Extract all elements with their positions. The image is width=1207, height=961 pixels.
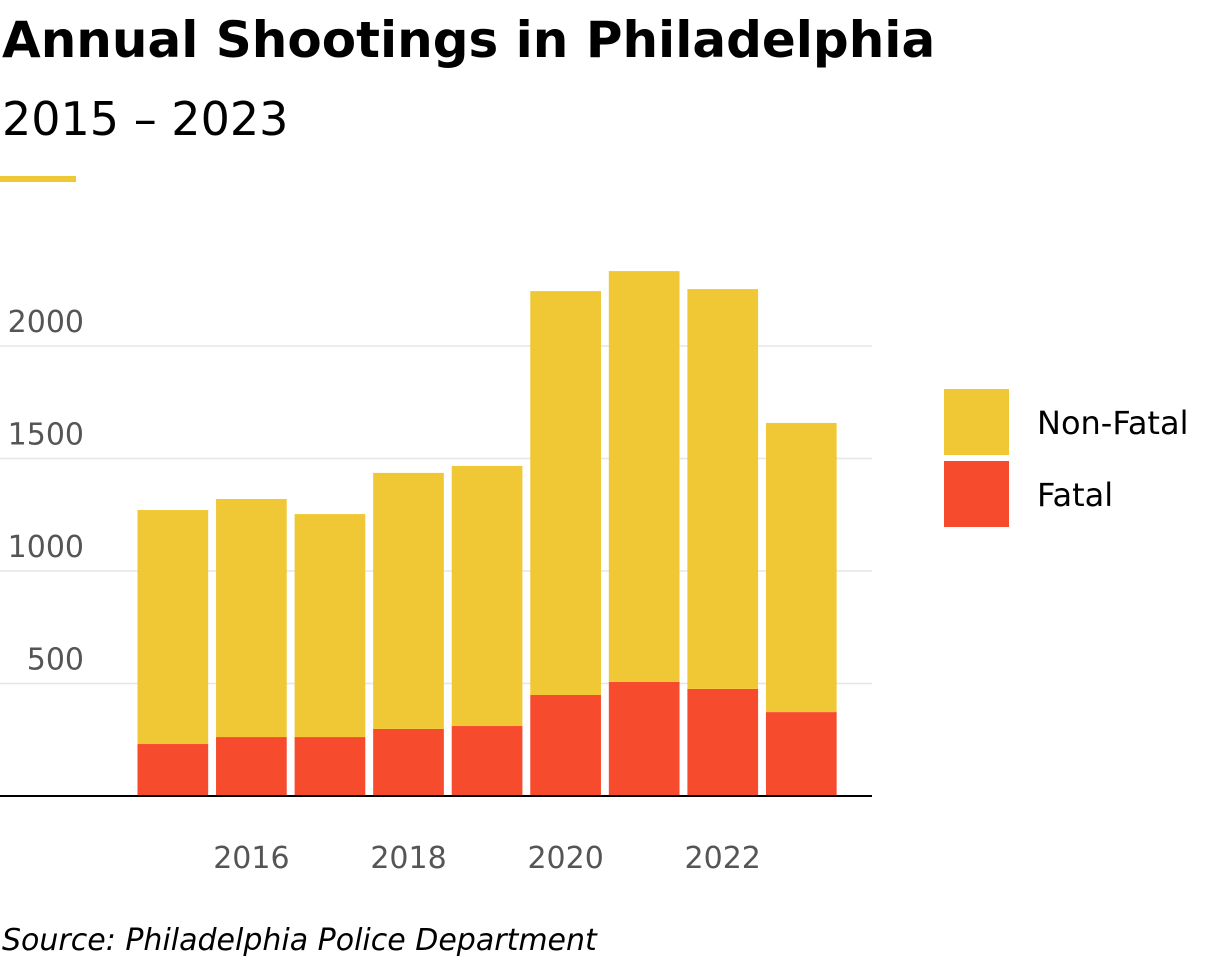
y-tick-label: 1000 <box>8 530 84 565</box>
bar-segment <box>137 744 209 796</box>
x-tick-label: 2022 <box>685 841 761 876</box>
bar-segment <box>373 728 444 796</box>
bar-segment <box>530 291 601 695</box>
legend-label: Non-Fatal <box>1037 404 1188 442</box>
x-tick-label: 2018 <box>370 841 446 876</box>
x-tick-label: 2020 <box>527 841 603 876</box>
bar-segment <box>687 688 759 796</box>
chart-subtitle: 2015 – 2023 <box>2 92 288 146</box>
bar-segment <box>294 514 366 738</box>
bar-segment <box>216 737 287 796</box>
legend-label: Fatal <box>1037 476 1113 514</box>
accent-rule <box>0 176 76 182</box>
y-tick-label: 2000 <box>8 305 84 340</box>
bar-segment <box>608 271 680 682</box>
bar-segment <box>216 499 287 738</box>
bar-segment <box>687 289 759 689</box>
legend-swatch <box>944 461 1009 527</box>
bar-segment <box>451 465 523 727</box>
x-tick-label: 2016 <box>213 841 289 876</box>
bar-segment <box>373 472 444 729</box>
chart-title: Annual Shootings in Philadelphia <box>2 11 935 69</box>
bar-segment <box>530 694 601 796</box>
bar-segment <box>294 737 366 796</box>
bar-segment <box>765 422 837 713</box>
y-tick-label: 500 <box>27 643 84 678</box>
legend-swatch <box>944 389 1009 455</box>
bar-segment <box>451 726 523 796</box>
bar-segment <box>608 681 680 796</box>
bar-segment <box>765 712 837 796</box>
source-note: Source: Philadelphia Police Department <box>2 923 598 958</box>
y-tick-label: 1500 <box>8 418 84 453</box>
bar-segment <box>137 510 209 745</box>
